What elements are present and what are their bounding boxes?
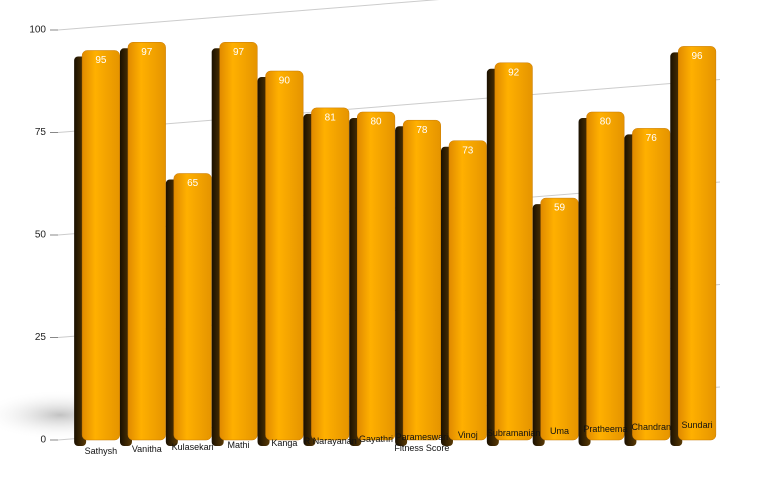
bar	[540, 197, 579, 441]
value-label: 81	[325, 113, 337, 124]
value-label: 80	[600, 117, 612, 128]
y-tick-label: 100	[29, 25, 46, 36]
value-label: 90	[279, 76, 291, 87]
x-tick-label: Subramanian	[486, 428, 541, 438]
bar	[219, 42, 258, 441]
x-tick-label: Kulasekari	[171, 442, 214, 452]
value-label: 73	[462, 145, 474, 156]
bar	[632, 128, 671, 441]
bar	[678, 46, 717, 441]
value-label: 95	[95, 55, 107, 66]
grid-line	[57, 79, 721, 133]
value-label: 78	[416, 125, 428, 136]
value-label: 65	[187, 178, 199, 189]
value-label: 92	[508, 67, 520, 78]
bar	[448, 140, 487, 441]
x-tick-label: R Narayanan	[303, 436, 357, 446]
bar	[402, 119, 441, 441]
x-tick-label: Uma	[549, 426, 569, 436]
value-label: 97	[233, 47, 245, 58]
x-tick-label: Parameswari Fitness Score	[394, 432, 450, 453]
x-tick-label: Chandran	[631, 422, 671, 432]
x-tick-label: Sathysh	[84, 446, 118, 456]
bar	[265, 70, 304, 441]
value-label: 76	[646, 133, 658, 144]
x-tick-label: Mathi	[227, 440, 250, 450]
x-tick-label: Vanitha	[131, 444, 162, 454]
grid-line	[57, 0, 440, 31]
x-tick-label: Sundari	[681, 420, 713, 430]
x-tick-label: Kanga	[271, 438, 298, 448]
bar	[586, 111, 625, 441]
x-tick-label: Vinoj	[457, 430, 478, 440]
x-tick-label: Gayathri	[359, 434, 394, 444]
value-label: 96	[692, 51, 704, 62]
y-tick-label: 75	[35, 127, 47, 138]
value-label: 97	[141, 47, 153, 58]
value-label: 59	[554, 203, 566, 214]
bar	[81, 50, 120, 441]
bar	[311, 107, 350, 441]
y-tick-label: 50	[35, 230, 47, 241]
bar	[494, 62, 533, 441]
bar	[173, 173, 212, 441]
x-tick-label: Pratheema	[583, 424, 628, 434]
y-tick-label: 0	[40, 435, 46, 446]
bar	[357, 111, 396, 441]
value-label: 80	[371, 117, 383, 128]
y-tick-label: 25	[35, 332, 47, 343]
bar	[127, 42, 166, 441]
